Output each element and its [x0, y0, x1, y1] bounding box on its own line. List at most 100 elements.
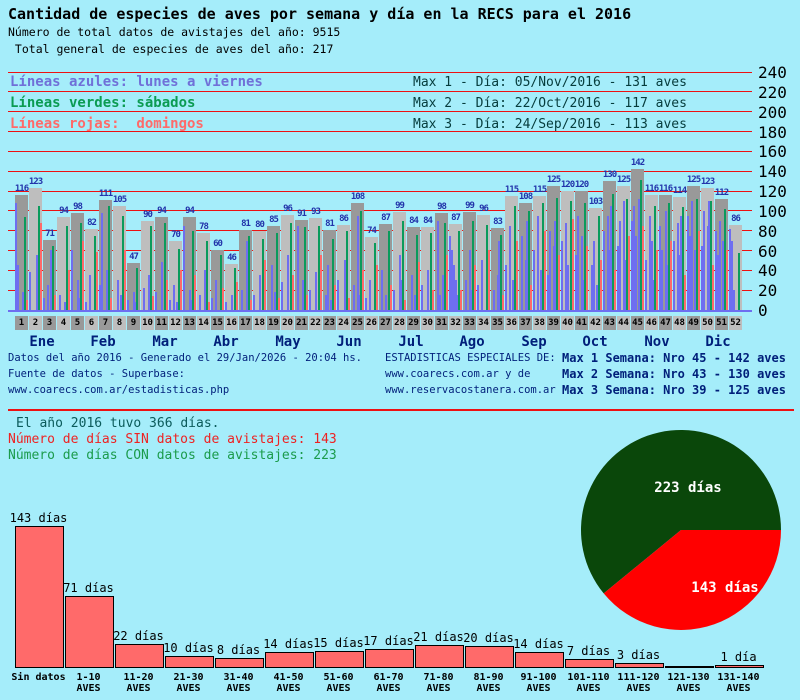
day-line-weekday [400, 280, 402, 310]
day-line-weekday [593, 241, 595, 310]
day-line-weekday [427, 270, 429, 310]
week-number: 52 [729, 316, 742, 330]
day-line-saturday [738, 253, 740, 310]
day-line-saturday [514, 206, 516, 310]
day-line-weekday [421, 285, 423, 310]
distribution-bar [565, 659, 614, 668]
distribution-category: 1-10 [76, 672, 101, 683]
day-line-weekday [481, 260, 483, 310]
day-line-sunday [236, 282, 238, 310]
week-number: 3 [43, 316, 56, 330]
day-line-weekday [449, 236, 451, 310]
day-line-sunday [306, 295, 308, 310]
day-line-weekday [469, 250, 471, 310]
y-axis-label: 0 [758, 301, 768, 320]
week-number: 10 [141, 316, 154, 330]
day-line-weekday [694, 250, 696, 310]
week-number: 12 [169, 316, 182, 330]
day-line-sunday [488, 250, 490, 310]
distribution-category-unit: AVES [476, 683, 501, 694]
day-line-sunday [166, 280, 168, 310]
day-line-weekday [106, 270, 108, 310]
day-line-saturday [318, 226, 320, 310]
distribution-category-unit: AVES [126, 683, 151, 694]
day-line-sunday [516, 241, 518, 310]
day-line-saturday [234, 268, 236, 310]
day-line-sunday [530, 285, 532, 310]
day-line-weekday [325, 295, 327, 310]
day-line-sunday [376, 265, 378, 310]
distribution-category-unit: AVES [576, 683, 601, 694]
day-line-saturday [304, 227, 306, 310]
week-max-label: 105 [112, 195, 127, 205]
week-number: 8 [113, 316, 126, 330]
day-line-weekday [451, 250, 453, 310]
week-max-label: 142 [630, 158, 645, 168]
day-line-weekday [456, 295, 458, 310]
distribution-category-unit: AVES [176, 683, 201, 694]
distribution-bar [15, 526, 64, 668]
day-line-saturday [598, 216, 600, 310]
year-days-total: El año 2016 tuvo 366 días. [16, 416, 220, 431]
week-number: 4 [57, 316, 70, 330]
y-axis-label: 220 [758, 82, 787, 102]
day-line-saturday [164, 223, 166, 310]
day-line-saturday [388, 231, 390, 310]
week-number: 27 [379, 316, 392, 330]
month-label: Ago [459, 334, 485, 350]
distribution-bar [215, 658, 264, 668]
day-line-weekday [581, 236, 583, 310]
day-line-weekday [565, 223, 567, 310]
distribution-category: 131-140 [717, 672, 760, 683]
page-title: Cantidad de especies de aves por semana … [8, 5, 632, 23]
distribution-bar [665, 666, 714, 668]
day-line-saturday [122, 216, 124, 310]
day-line-sunday [544, 231, 546, 310]
week-number: 29 [407, 316, 420, 330]
day-line-weekday [365, 298, 367, 310]
distribution-bar [165, 656, 214, 668]
day-line-weekday [353, 285, 355, 310]
day-line-weekday [607, 216, 609, 310]
day-line-saturday [444, 223, 446, 310]
day-line-weekday [665, 211, 667, 310]
day-line-weekday [101, 213, 103, 310]
day-line-sunday [614, 270, 616, 310]
day-line-weekday [357, 216, 359, 310]
day-line-weekday [603, 231, 605, 310]
day-line-saturday [486, 225, 488, 310]
day-line-sunday [390, 285, 392, 310]
days-distribution-chart: 143 días Sin datos 71 días 1-10 AVES 22 días 1… [0, 460, 800, 700]
days-without-data: Número de días SIN datos de avistajes: 1… [8, 432, 337, 447]
day-line-saturday [570, 201, 572, 310]
day-line-weekday [477, 285, 479, 310]
day-line-weekday [337, 280, 339, 310]
distribution-category-unit: AVES [326, 683, 351, 694]
week-number: 22 [309, 316, 322, 330]
day-line-weekday [133, 292, 135, 310]
day-line-weekday [241, 290, 243, 310]
week-max-label: 125 [686, 175, 701, 185]
day-line-weekday [623, 201, 625, 310]
day-line-weekday [521, 236, 523, 310]
week-number: 32 [449, 316, 462, 330]
y-axis-label: 80 [758, 221, 778, 241]
day-line-weekday [465, 280, 467, 310]
distribution-category: 61-70 [373, 672, 404, 683]
week-max-label: 94 [157, 206, 167, 216]
distribution-category: 111-120 [617, 672, 660, 683]
week-max-label: 78 [199, 222, 209, 232]
week-number: 13 [183, 316, 196, 330]
day-line-weekday [731, 241, 733, 310]
day-line-weekday [176, 302, 178, 310]
day-line-sunday [600, 260, 602, 310]
day-line-sunday [250, 300, 252, 310]
distribution-bar [415, 645, 464, 668]
day-line-saturday [682, 207, 684, 310]
day-line-weekday [505, 265, 507, 310]
footer-source-url: www.coarecs.com.ar/estadisticas.php [8, 384, 230, 396]
distribution-value-label: 10 días [163, 641, 214, 655]
y-axis-label: 180 [758, 122, 787, 142]
distribution-bar [465, 646, 514, 668]
week-number: 20 [281, 316, 294, 330]
